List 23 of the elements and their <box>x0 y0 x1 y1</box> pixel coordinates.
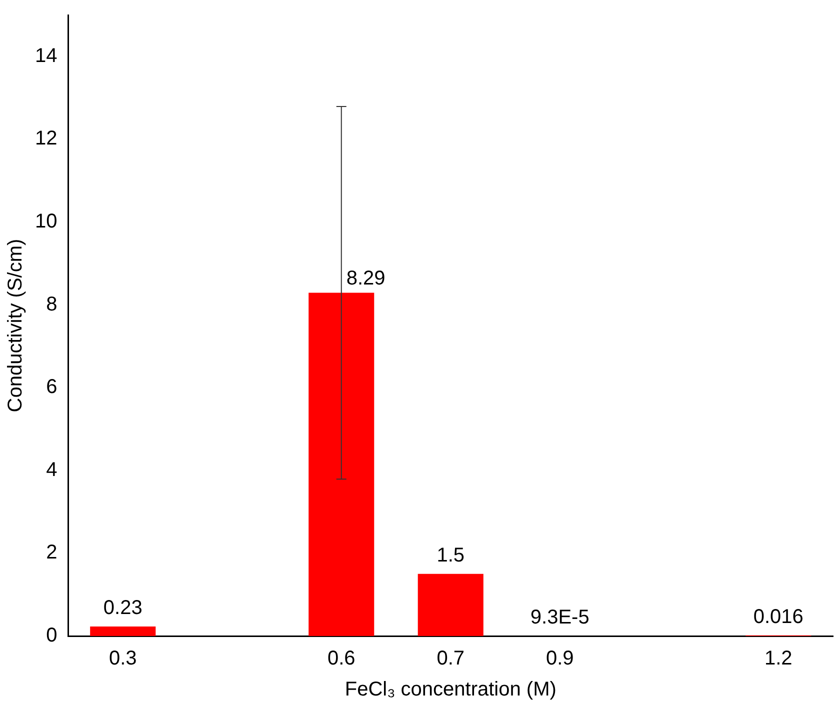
y-tick-label: 6 <box>46 376 58 398</box>
x-tick-label: 0.3 <box>108 648 137 670</box>
data-label: 8.29 <box>346 267 386 290</box>
bar <box>308 292 374 636</box>
y-tick-label: 0 <box>46 624 58 647</box>
data-label: 1.5 <box>436 544 465 566</box>
x-axis-title: FeCl₃ concentration (M) <box>344 678 556 701</box>
y-axis-title: Conductivity (S/cm) <box>4 238 27 412</box>
data-label: 0.23 <box>103 596 142 619</box>
data-label: 0.016 <box>753 606 804 628</box>
y-tick-label: 4 <box>46 458 58 481</box>
x-tick-label: 0.9 <box>546 648 574 670</box>
y-tick-label: 12 <box>34 128 58 150</box>
y-tick-label: 8 <box>46 293 58 316</box>
data-label: 9.3E-5 <box>530 606 590 629</box>
y-tick-label: 2 <box>46 542 58 564</box>
y-tick-label: 14 <box>34 44 58 67</box>
y-tick-label: 10 <box>34 210 58 233</box>
x-tick-label: 0.7 <box>436 648 465 670</box>
bar <box>90 626 156 636</box>
bar <box>418 574 484 636</box>
x-tick-label: 1.2 <box>764 648 792 670</box>
x-tick-label: 0.6 <box>327 648 356 670</box>
